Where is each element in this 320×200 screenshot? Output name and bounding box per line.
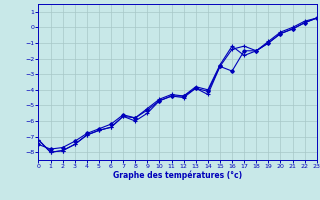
X-axis label: Graphe des températures (°c): Graphe des températures (°c) [113,171,242,180]
